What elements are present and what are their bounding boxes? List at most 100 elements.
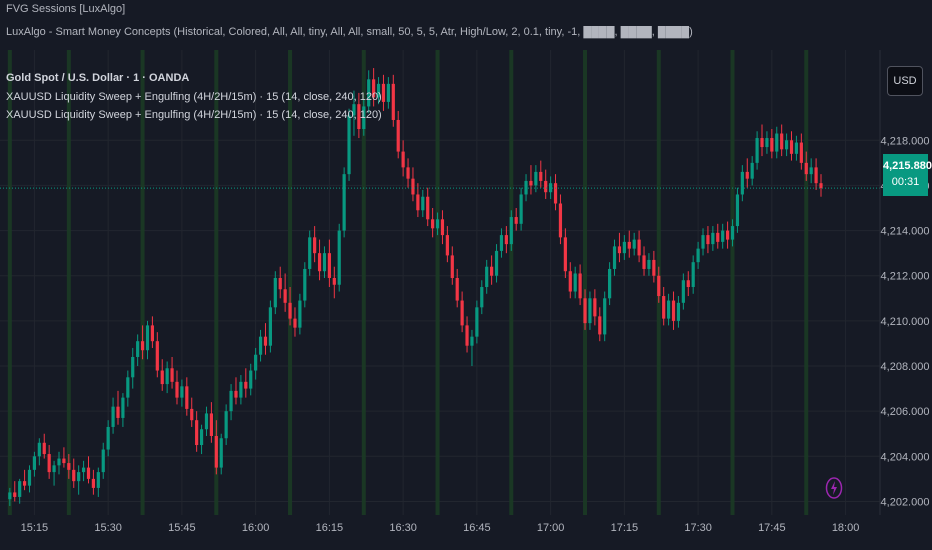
candle-body xyxy=(460,300,464,326)
study-legend-1[interactable]: XAUUSD Liquidity Sweep + Engulfing (4H/2… xyxy=(6,91,382,103)
candle-body xyxy=(22,481,27,486)
time-tick-label: 17:30 xyxy=(684,522,712,534)
time-tick-label: 15:15 xyxy=(21,522,49,534)
candle-body xyxy=(175,381,179,398)
candle-body xyxy=(347,115,351,175)
candle-body xyxy=(116,406,120,418)
candle-body xyxy=(534,171,538,186)
price-tick-label: 4,218.000 xyxy=(881,135,930,147)
candle-body xyxy=(332,277,336,285)
candle-body xyxy=(199,429,204,446)
candle-body xyxy=(72,469,76,482)
candle-body xyxy=(667,300,671,319)
price-tick-label: 4,212.000 xyxy=(881,271,930,283)
time-tick-label: 18:00 xyxy=(832,522,860,534)
candle-body xyxy=(681,280,685,303)
candle-body xyxy=(209,413,213,436)
candle-body xyxy=(308,237,312,269)
indicator-title-smc-text: LuxAlgo - Smart Money Concepts (Historic… xyxy=(6,26,693,38)
candle-body xyxy=(229,390,233,412)
candle-body xyxy=(313,237,317,254)
candle-body xyxy=(204,413,209,430)
time-tick-label: 17:45 xyxy=(758,522,786,534)
study-legend-2[interactable]: XAUUSD Liquidity Sweep + Engulfing (4H/2… xyxy=(6,109,382,121)
candle-body xyxy=(421,196,425,211)
candle-body xyxy=(573,273,577,292)
candle-body xyxy=(101,449,105,473)
time-tick-label: 15:30 xyxy=(94,522,122,534)
candle-body xyxy=(544,180,548,193)
candle-body xyxy=(381,83,386,102)
price-tick-label: 4,210.000 xyxy=(881,316,930,328)
candle-body xyxy=(588,298,592,324)
candle-body xyxy=(608,268,612,299)
candle-body xyxy=(721,230,725,242)
candle-body xyxy=(131,356,135,378)
candle-body xyxy=(372,79,376,98)
candle-body xyxy=(91,478,96,488)
candle-body xyxy=(455,277,459,301)
candle-body xyxy=(317,253,322,272)
candle-body xyxy=(386,83,390,102)
session-band xyxy=(66,50,71,515)
candle-body xyxy=(480,287,484,308)
session-band xyxy=(509,50,514,515)
candle-body xyxy=(750,162,754,179)
candle-body xyxy=(352,104,356,116)
candle-body xyxy=(273,277,277,308)
lightning-bolt-icon[interactable] xyxy=(825,476,843,500)
candle-body xyxy=(62,458,66,464)
candle-body xyxy=(195,420,199,446)
candle-body xyxy=(686,280,690,288)
last-price-tag: 4,215.880 00:31 xyxy=(883,154,932,196)
candle-body xyxy=(549,183,553,193)
candle-body xyxy=(553,183,558,204)
symbol-title[interactable]: Gold Spot / U.S. Dollar · 1 · OANDA xyxy=(6,72,190,84)
candle-body xyxy=(180,386,184,398)
candle-body xyxy=(106,426,110,450)
candle-body xyxy=(780,133,784,150)
candle-body xyxy=(711,232,715,245)
price-tick-label: 4,204.000 xyxy=(881,451,930,463)
candle-body xyxy=(27,469,32,486)
candle-body xyxy=(342,174,346,231)
candle-body xyxy=(278,277,282,290)
last-price-value: 4,215.880 xyxy=(883,160,932,172)
candle-body xyxy=(494,250,499,276)
candle-body xyxy=(514,217,518,224)
candle-body xyxy=(519,194,523,224)
price-tick-label: 4,214.000 xyxy=(881,226,930,238)
time-tick-label: 16:45 xyxy=(463,522,491,534)
candle-body xyxy=(662,296,666,319)
candle-body xyxy=(716,232,720,242)
indicator-title-smc[interactable]: LuxAlgo - Smart Money Concepts (Historic… xyxy=(6,26,706,40)
candle-body xyxy=(288,302,292,319)
candle-body xyxy=(642,255,646,269)
candle-body xyxy=(578,273,582,299)
candle-body xyxy=(445,235,449,256)
candle-body xyxy=(450,255,454,278)
candle-body xyxy=(416,194,420,211)
session-band xyxy=(730,50,735,515)
candle-body xyxy=(401,151,405,168)
candle-body xyxy=(789,140,794,154)
candle-body xyxy=(426,196,430,220)
candle-body xyxy=(165,368,169,385)
bar-countdown: 00:31 xyxy=(891,176,920,188)
indicator-title-fvg[interactable]: FVG Sessions [LuxAlgo] xyxy=(6,3,126,15)
currency-button[interactable]: USD xyxy=(887,66,923,96)
time-tick-label: 16:15 xyxy=(316,522,344,534)
candle-body xyxy=(431,219,435,229)
candle-body xyxy=(239,381,243,398)
candle-body xyxy=(13,492,17,497)
candle-body xyxy=(411,178,415,195)
candle-body xyxy=(563,237,567,272)
candle-body xyxy=(234,390,238,398)
candle-body xyxy=(652,259,656,276)
candle-body xyxy=(799,142,803,163)
time-axis[interactable]: 15:15 15:30 15:45 16:00 16:15 16:30 16:45 17:00… xyxy=(21,522,860,534)
candle-body xyxy=(254,354,258,371)
candle-body xyxy=(725,230,730,240)
